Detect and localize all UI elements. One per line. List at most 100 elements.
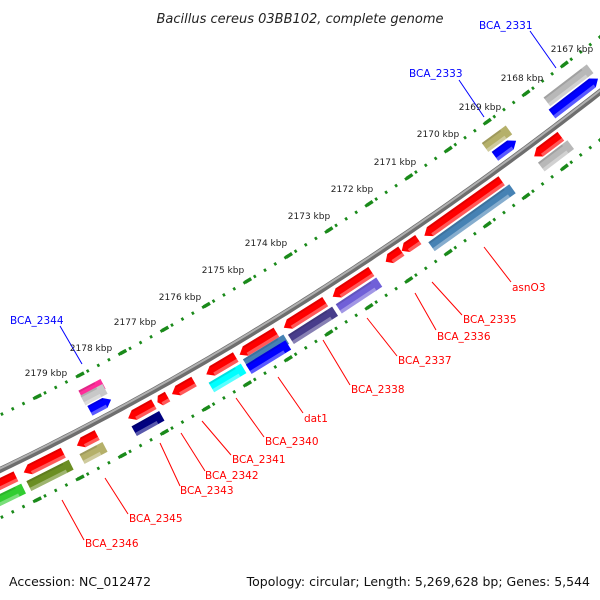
tick-label: 2175 kbp <box>202 266 245 276</box>
gene-shade <box>135 405 157 420</box>
gene-body <box>548 78 598 119</box>
gene-shade <box>0 493 20 510</box>
gene-edge <box>80 430 96 440</box>
gene-shade <box>407 241 422 253</box>
gene-edge <box>131 414 154 429</box>
gene-body <box>0 483 26 510</box>
gene-body <box>401 234 422 253</box>
gene-feature <box>206 352 239 376</box>
gene-feature <box>424 176 505 237</box>
gene-edge <box>481 129 502 145</box>
label-line <box>414 292 437 331</box>
gene-feature <box>80 384 108 406</box>
gene-label-bca-2346[interactable]: BCA_2346 <box>85 538 139 550</box>
gene-body <box>245 340 292 374</box>
gene-label-bca-2338[interactable]: BCA_2338 <box>351 384 405 396</box>
gene-feature <box>537 140 575 172</box>
tick-label: 2167 kbp <box>551 45 594 55</box>
map-title: Bacillus cereus 03BB102, complete genome <box>156 12 443 27</box>
label-line <box>431 281 463 316</box>
gene-body <box>131 411 165 436</box>
label-line <box>483 246 512 283</box>
tick-label: 2170 kbp <box>417 130 460 140</box>
gene-body <box>537 140 575 172</box>
gene-body <box>76 430 100 448</box>
gene-label-bca-2333[interactable]: BCA_2333 <box>409 68 463 80</box>
backbone <box>0 88 600 474</box>
gene-label-bca-2341[interactable]: BCA_2341 <box>232 454 286 466</box>
gene-label-asno3[interactable]: asnO3 <box>512 282 546 294</box>
gene-label-bca-2337[interactable]: BCA_2337 <box>398 355 452 367</box>
gene-label-bca-2343[interactable]: BCA_2343 <box>180 485 234 497</box>
gene-label-bca-2331[interactable]: BCA_2331 <box>479 20 533 32</box>
gene-feature <box>534 131 565 157</box>
gene-body <box>208 363 247 393</box>
gene-shade <box>29 469 68 491</box>
gene-edge <box>87 398 104 408</box>
gene-feature <box>26 459 74 491</box>
gene-label-bca-2335[interactable]: BCA_2335 <box>463 314 517 326</box>
gene-body <box>80 384 108 406</box>
gene-shade <box>135 420 159 436</box>
tick-label: 2171 kbp <box>374 158 417 168</box>
gene-shade <box>83 436 100 448</box>
gene-shade <box>179 383 197 396</box>
gene-body <box>79 441 108 464</box>
gene-edge <box>387 246 400 256</box>
gene-feature <box>543 64 594 107</box>
minor-ticks <box>0 35 600 417</box>
gene-edge <box>79 445 98 456</box>
gene-edge <box>536 131 559 150</box>
gene-body <box>491 140 517 161</box>
gene-edge <box>175 376 193 388</box>
gene-shade <box>548 74 588 107</box>
gene-shade <box>246 334 280 356</box>
gene-feature <box>131 411 165 436</box>
label-line <box>458 79 485 118</box>
tick-labels: 2167 kbp 2168 kbp 2169 kbp 2170 kbp 2171… <box>25 45 594 379</box>
gene-body <box>385 246 405 264</box>
gene-edge <box>0 486 16 502</box>
gene-feature <box>283 296 329 329</box>
tick-label: 2176 kbp <box>159 293 202 303</box>
gene-shade <box>249 350 286 374</box>
gene-feature <box>128 399 157 420</box>
gene-feature <box>332 266 375 298</box>
gene-label-bca-2340[interactable]: BCA_2340 <box>265 436 319 448</box>
gene-feature <box>335 277 383 314</box>
gene-label-bca-2336[interactable]: BCA_2336 <box>437 331 491 343</box>
gene-body <box>23 447 66 475</box>
gene-label-bca-2342[interactable]: BCA_2342 <box>205 470 259 482</box>
gene-shade <box>339 273 375 298</box>
label-line <box>322 339 351 386</box>
gene-shade <box>540 137 565 157</box>
gene-feature <box>481 125 513 152</box>
gene-shade <box>212 373 241 393</box>
gene-label-bca-2344[interactable]: BCA_2344 <box>10 315 64 327</box>
gene-label-bca-2345[interactable]: BCA_2345 <box>129 513 183 525</box>
label-line <box>366 317 398 357</box>
gene-body <box>157 391 171 406</box>
gene-shade <box>161 398 171 406</box>
tick-label: 2168 kbp <box>501 74 544 84</box>
gene-feature <box>79 441 108 464</box>
gene-edge <box>426 176 500 229</box>
gene-label-dat1[interactable]: dat1 <box>304 413 328 425</box>
label-line <box>59 325 83 365</box>
label-line <box>180 432 206 472</box>
label-line <box>529 30 557 69</box>
gene-edge <box>131 399 153 412</box>
label-line <box>201 420 232 456</box>
gene-edge <box>27 447 62 467</box>
gene-labels: BCA_2331 BCA_2333 BCA_2344 asnO3 BCA_233… <box>10 20 546 550</box>
gene-body <box>26 459 74 491</box>
label-line <box>277 376 304 414</box>
gene-shade <box>486 135 507 152</box>
gene-feature <box>76 430 100 448</box>
gene-body <box>335 277 383 314</box>
gene-body <box>534 131 565 157</box>
tick-label: 2172 kbp <box>331 185 374 195</box>
gene-body <box>332 266 375 298</box>
gene-feature <box>385 246 405 264</box>
